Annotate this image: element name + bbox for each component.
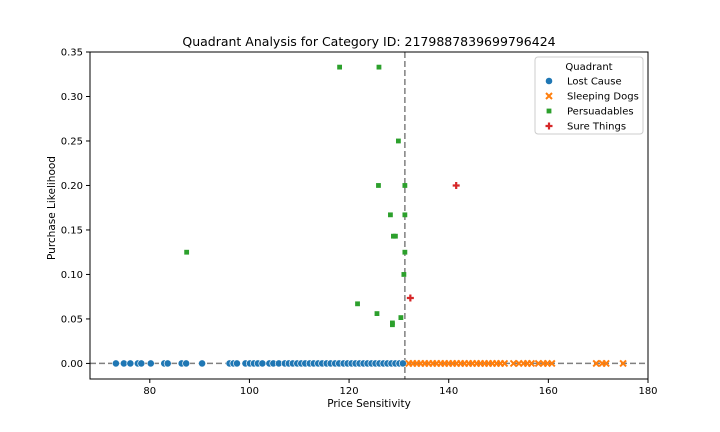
data-point <box>395 138 401 144</box>
data-point <box>406 294 414 302</box>
legend-items: Lost Cause Sleeping Dogs Persuadables Sure … <box>545 77 639 133</box>
legend-title: Quadrant <box>565 62 612 73</box>
data-point <box>146 359 155 368</box>
legend-box <box>534 56 644 135</box>
legend-item: Sure Things <box>545 122 626 133</box>
data-point <box>182 359 191 368</box>
data-point <box>602 359 610 368</box>
data-point <box>393 233 398 239</box>
data-point <box>137 359 146 368</box>
data-point <box>184 249 190 255</box>
data-point <box>500 359 509 368</box>
legend-label: Sure Things <box>567 122 626 133</box>
series-sleeping-dogs <box>405 359 627 368</box>
data-point <box>527 359 536 368</box>
data-point <box>548 359 556 368</box>
x-axis-label: Price Sensitivity <box>327 398 411 410</box>
legend-item: Sleeping Dogs <box>545 92 639 103</box>
x-tick-label: 120 <box>340 386 359 397</box>
data-point <box>374 311 380 316</box>
legend-marker <box>545 92 553 100</box>
data-point <box>401 272 407 277</box>
series-lost-cause <box>112 359 407 368</box>
series-sure-things <box>406 181 460 302</box>
data-point <box>258 359 267 368</box>
data-point <box>402 183 408 188</box>
chart-title: Quadrant Analysis for Category ID: 21798… <box>182 34 555 49</box>
y-axis-ticks: 0.00 0.05 0.10 0.15 0.20 0.25 0.30 0.35 <box>61 48 90 370</box>
data-point <box>198 359 206 368</box>
x-tick-label: 140 <box>439 386 458 397</box>
data-point <box>126 359 135 368</box>
plot-frame <box>89 51 649 380</box>
series-persuadables <box>184 64 408 328</box>
legend-item: Persuadables <box>546 107 634 118</box>
y-tick-label: 0.00 <box>61 359 83 370</box>
x-axis-ticks: 80 100 120 140 160 180 <box>143 379 658 397</box>
x-tick-label: 80 <box>143 386 156 397</box>
data-point <box>390 322 395 328</box>
x-tick-label: 180 <box>638 386 657 397</box>
legend-label: Persuadables <box>567 107 634 118</box>
data-point <box>112 359 120 368</box>
data-point <box>233 359 241 368</box>
data-point <box>337 64 343 70</box>
data-point <box>376 183 381 188</box>
legend-item: Lost Cause <box>545 77 622 88</box>
data-point <box>163 359 172 368</box>
data-point <box>388 212 393 218</box>
y-tick-label: 0.20 <box>61 181 83 192</box>
data-point <box>509 359 518 368</box>
y-tick-label: 0.35 <box>61 48 83 59</box>
y-tick-label: 0.15 <box>61 225 83 236</box>
y-tick-label: 0.30 <box>61 92 83 103</box>
data-point <box>355 301 360 307</box>
legend-marker <box>545 77 553 85</box>
y-axis-label: Purchase Likelihood <box>46 156 58 260</box>
data-point <box>402 249 408 255</box>
data-point <box>619 359 627 368</box>
legend: Quadrant Lost Cause Sleeping Dogs Persuada… <box>534 56 644 135</box>
data-point <box>402 212 408 218</box>
y-tick-label: 0.10 <box>61 270 83 281</box>
data-point <box>592 359 600 368</box>
plot-border <box>89 51 649 380</box>
legend-marker <box>546 108 552 114</box>
legend-label: Lost Cause <box>567 77 622 88</box>
data-point <box>398 359 407 368</box>
legend-label: Sleeping Dogs <box>567 92 639 103</box>
data-points <box>112 64 627 368</box>
data-point <box>119 359 128 368</box>
y-tick-label: 0.05 <box>61 314 83 325</box>
x-tick-label: 160 <box>539 386 558 397</box>
legend-marker <box>545 122 553 130</box>
data-point <box>452 181 460 189</box>
x-tick-label: 100 <box>240 386 259 397</box>
data-point <box>376 64 382 70</box>
data-point <box>398 315 404 321</box>
y-tick-label: 0.25 <box>61 136 83 147</box>
